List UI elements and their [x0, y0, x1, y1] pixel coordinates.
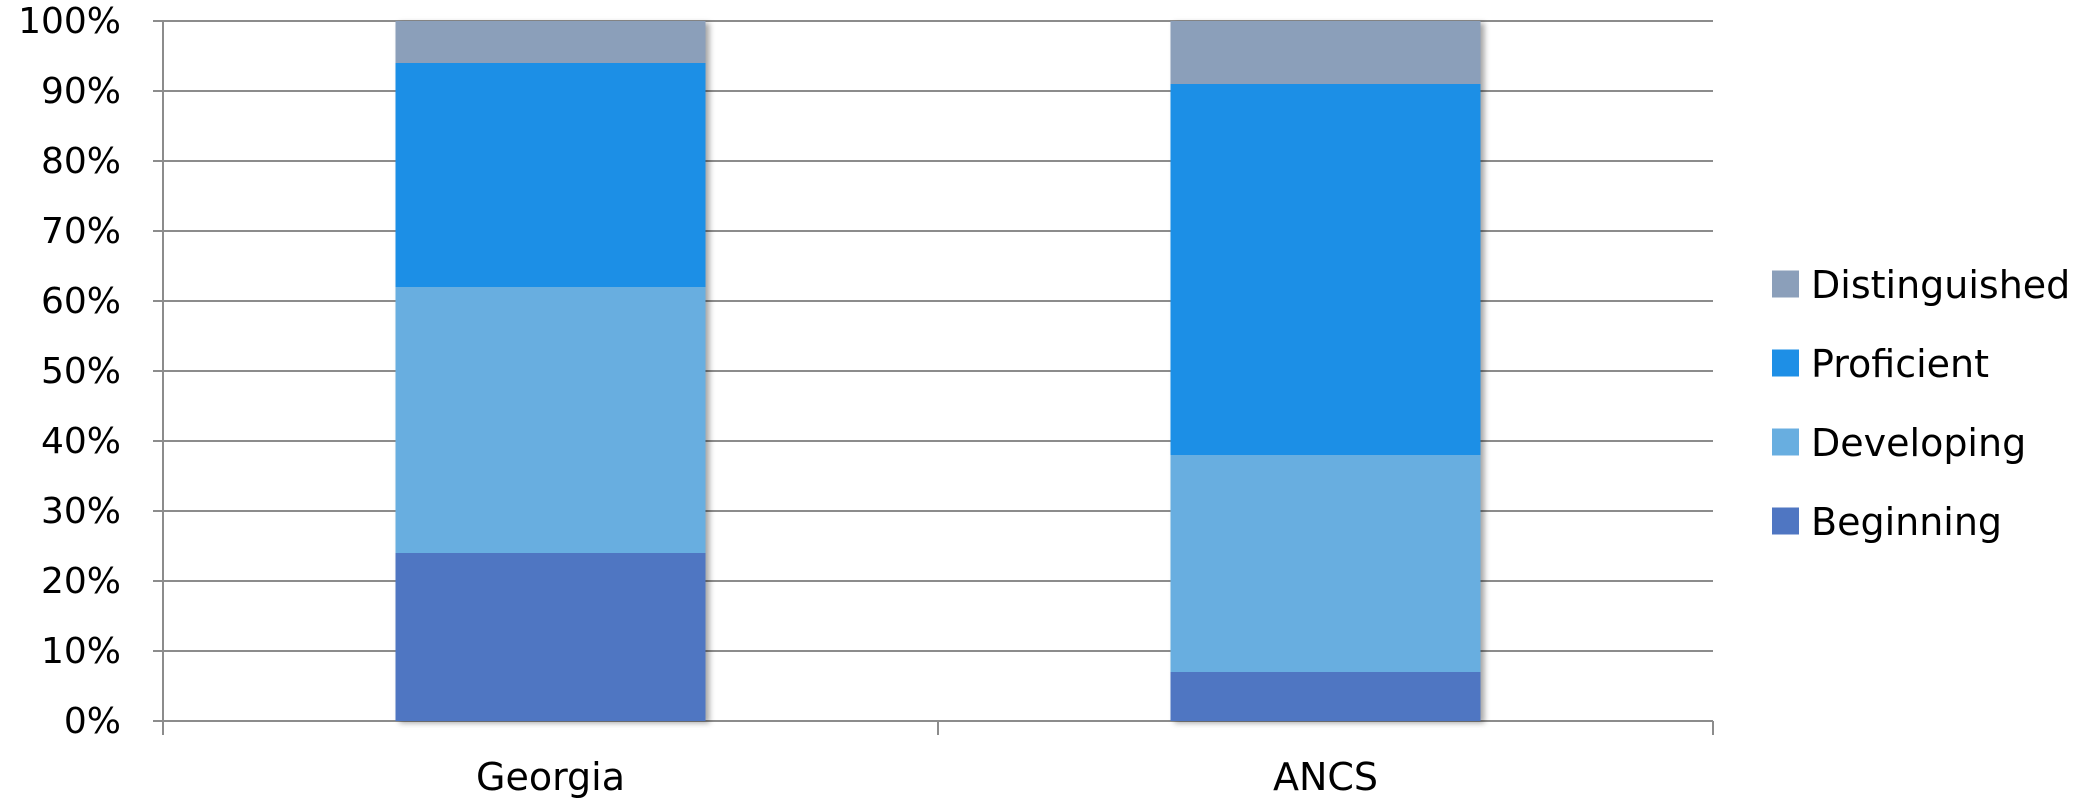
- x-axis-category-labels: Georgia ANCS: [476, 755, 1378, 799]
- bar-segment-beginning: [1170, 672, 1481, 721]
- y-tick-label: 30%: [41, 491, 121, 532]
- legend-swatch: [1772, 428, 1799, 456]
- bar-stack-ancs: [1170, 21, 1481, 721]
- x-category-label: Georgia: [476, 755, 625, 799]
- bar-segment-proficient: [395, 63, 706, 287]
- legend-swatch: [1772, 507, 1799, 535]
- y-tick-label: 20%: [41, 561, 121, 602]
- x-category-label: ANCS: [1273, 755, 1378, 799]
- legend-item-distinguished: Distinguished: [1772, 263, 2070, 307]
- y-tick-label: 0%: [64, 701, 121, 742]
- legend-item-beginning: Beginning: [1772, 500, 2002, 544]
- y-axis-tick-labels: 0% 10% 20% 30% 40% 50% 60% 70% 80% 90% 100%: [18, 1, 121, 742]
- bars: [395, 21, 1481, 721]
- bar-stack-georgia: [395, 21, 706, 721]
- legend-item-proficient: Proficient: [1772, 342, 1989, 386]
- bar-segment-developing: [1170, 455, 1481, 672]
- bar-segment-beginning: [395, 553, 706, 721]
- legend: Distinguished Proficient Developing Beginni…: [1772, 263, 2070, 544]
- legend-swatch: [1772, 270, 1799, 298]
- y-tick-label: 70%: [41, 211, 121, 252]
- bar-segment-developing: [395, 287, 706, 553]
- legend-label: Distinguished: [1811, 263, 2070, 307]
- bar-segment-proficient: [1170, 84, 1481, 455]
- legend-label: Proficient: [1811, 342, 1989, 386]
- bar-segment-distinguished: [395, 21, 706, 63]
- legend-item-developing: Developing: [1772, 421, 2026, 465]
- y-tick-label: 80%: [41, 141, 121, 182]
- legend-label: Developing: [1811, 421, 2026, 465]
- legend-label: Beginning: [1811, 500, 2002, 544]
- y-tick-label: 90%: [41, 71, 121, 112]
- y-tick-label: 40%: [41, 421, 121, 462]
- legend-swatch: [1772, 349, 1799, 377]
- y-tick-label: 60%: [41, 281, 121, 322]
- y-tick-label: 100%: [18, 1, 121, 42]
- y-tick-label: 10%: [41, 631, 121, 672]
- bar-segment-distinguished: [1170, 21, 1481, 84]
- y-tick-label: 50%: [41, 351, 121, 392]
